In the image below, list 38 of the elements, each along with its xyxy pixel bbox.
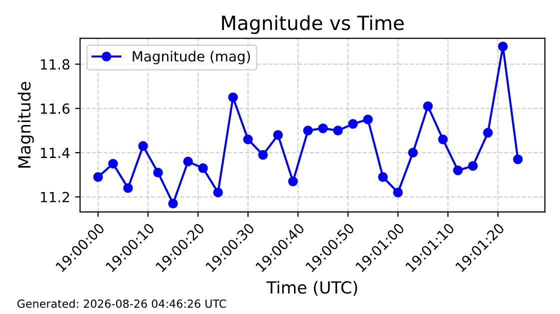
point <box>213 188 223 198</box>
y-tick-label: 11.6 <box>40 103 70 114</box>
point <box>258 150 268 160</box>
point <box>318 123 328 134</box>
point <box>183 156 193 166</box>
chart-title: Magnitude vs Time <box>222 15 404 34</box>
point <box>243 134 253 144</box>
point <box>153 168 163 178</box>
point <box>198 163 208 174</box>
point <box>378 172 388 182</box>
point <box>348 119 358 129</box>
point <box>168 198 178 208</box>
x-axis-title: Time (UTC) <box>266 280 358 296</box>
point <box>513 154 523 164</box>
point <box>333 126 343 136</box>
y-tick-label: 11.8 <box>40 59 70 70</box>
y-axis-title: Magnitude <box>18 82 34 168</box>
point <box>468 161 478 171</box>
point <box>138 141 148 151</box>
point <box>393 188 403 198</box>
point <box>498 42 508 52</box>
point <box>453 166 463 176</box>
point <box>108 158 118 169</box>
y-tick-label: 11.4 <box>40 148 70 158</box>
point <box>423 101 433 112</box>
point <box>303 126 313 136</box>
point <box>93 172 103 182</box>
legend-label: Magnitude (mag) <box>132 50 250 64</box>
point <box>228 92 238 102</box>
point <box>438 134 448 144</box>
y-tick-label: 11.2 <box>40 192 69 202</box>
text: Generated: 2026-08-26 04:46:26 UTC <box>17 299 226 308</box>
point <box>123 183 133 193</box>
point <box>273 130 283 140</box>
point <box>483 128 493 138</box>
point <box>408 148 418 158</box>
point <box>363 114 373 124</box>
point <box>288 176 298 186</box>
